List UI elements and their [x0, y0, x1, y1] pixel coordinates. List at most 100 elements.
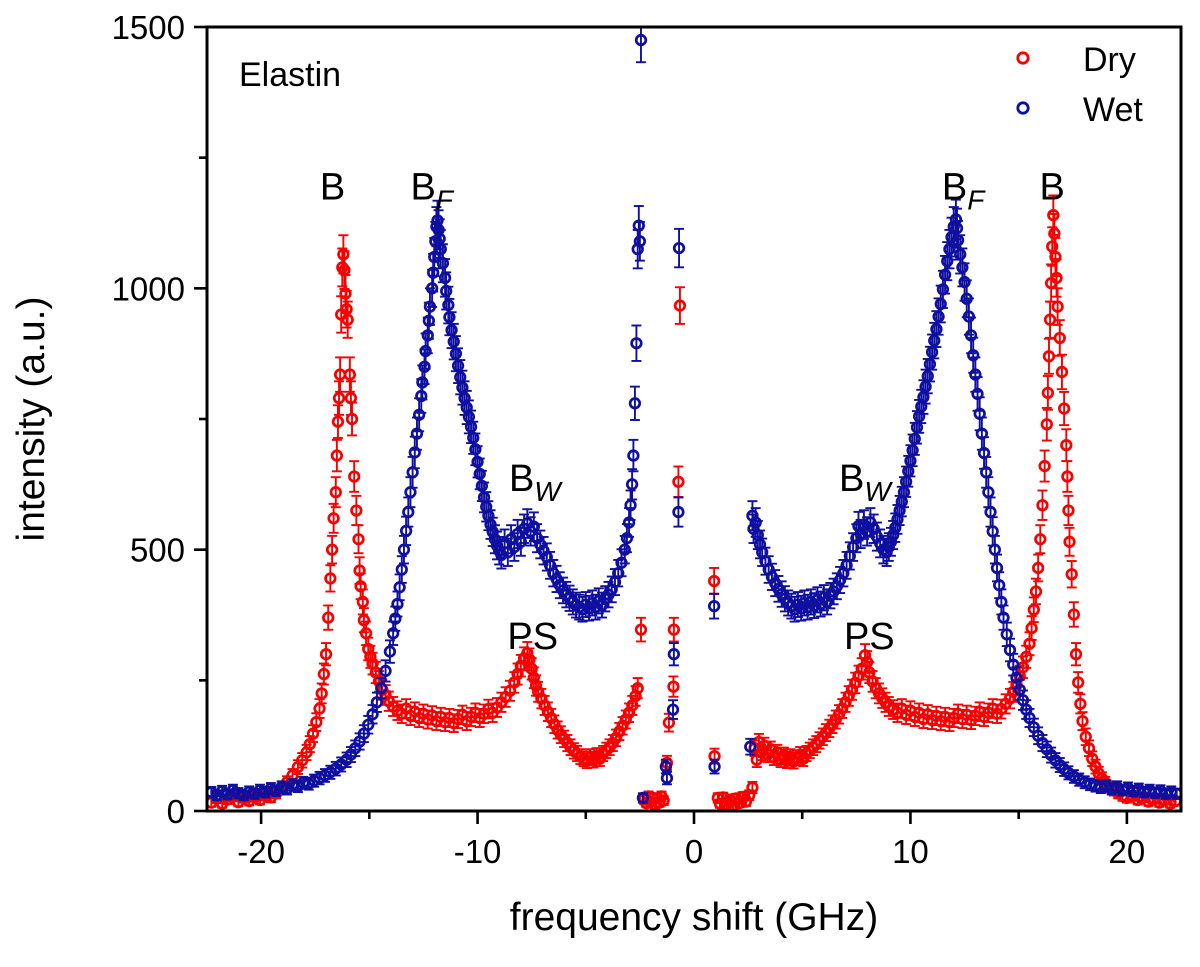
data-point-dry: [1034, 524, 1047, 555]
legend-label-dry: Dry: [1083, 41, 1136, 79]
annotation-bf: BF: [942, 166, 986, 215]
data-point-dry: [672, 465, 685, 498]
data-point-wet: [666, 699, 680, 720]
data-point-dry: [1036, 489, 1049, 521]
data-point-wet: [744, 737, 757, 756]
data-point-dry: [631, 677, 644, 700]
data-point-wet: [660, 770, 674, 786]
data-point-wet: [386, 620, 400, 646]
data-point-dry: [354, 572, 367, 601]
y-tick-label: 1500: [112, 9, 185, 46]
data-point-wet: [406, 455, 419, 489]
data-point-dry: [1067, 601, 1081, 628]
data-point-wet: [395, 555, 408, 584]
data-point-wet: [618, 534, 631, 565]
annotation-bw: BW: [839, 458, 893, 507]
data-point-dry: [1029, 577, 1043, 606]
data-point-dry: [1055, 353, 1069, 391]
data-point-dry: [1063, 526, 1076, 557]
data-point-wet: [707, 592, 721, 620]
x-axis-title: frequency shift (GHz): [510, 896, 878, 939]
data-point-dry: [329, 476, 342, 509]
data-point-dry: [322, 604, 335, 631]
legend-marker-wet-icon: [1016, 101, 1030, 115]
data-point-wet: [404, 476, 417, 509]
sample-title: Elastin: [239, 56, 341, 94]
data-point-dry: [707, 567, 721, 596]
x-tick-label: 10: [892, 833, 929, 870]
data-point-dry: [1038, 449, 1051, 483]
data-point-dry: [327, 502, 340, 534]
data-point-wet: [634, 27, 648, 64]
x-tick-label: -20: [237, 833, 285, 870]
data-point-wet: [636, 791, 650, 805]
data-point-wet: [988, 534, 1002, 565]
data-point-dry: [1025, 615, 1038, 641]
x-tick-label: -10: [454, 833, 502, 870]
data-point-dry: [1072, 671, 1085, 694]
data-point-wet: [393, 573, 406, 602]
data-point-dry: [1050, 258, 1063, 298]
data-point-wet: [964, 316, 978, 355]
data-point-dry: [1060, 428, 1073, 463]
data-point-wet: [620, 523, 634, 554]
data-point-wet: [410, 416, 424, 451]
data-point-dry: [343, 356, 357, 393]
data-point-wet: [625, 468, 639, 501]
data-point-wet: [1000, 621, 1013, 647]
data-point-dry: [1049, 236, 1062, 278]
data-point-dry: [1057, 391, 1071, 427]
data-point-wet: [708, 758, 721, 775]
legend: Dry Wet: [1016, 41, 1143, 129]
data-point-dry: [333, 356, 347, 393]
data-point-wet: [971, 376, 984, 412]
data-point-wet: [443, 297, 456, 337]
series-dry: [207, 194, 1181, 811]
data-point-wet: [627, 438, 640, 473]
data-point-dry: [352, 524, 365, 555]
data-point-dry: [356, 588, 369, 616]
annotation-b: B: [1040, 166, 1065, 208]
annotation-bw: BW: [509, 458, 563, 507]
data-point-wet: [928, 321, 941, 360]
data-point-dry: [341, 300, 354, 339]
data-point-dry: [345, 401, 359, 437]
y-tick-label: 0: [167, 793, 185, 830]
data-point-dry: [332, 380, 346, 416]
data-point-wet: [672, 496, 685, 528]
annotation-ps: PS: [844, 616, 895, 658]
data-point-dry: [1027, 596, 1040, 624]
axis-ticks: -20 -10 0 10 20 0 500 1000 1500: [112, 9, 1146, 870]
data-point-wet: [397, 534, 411, 565]
data-point-dry: [1041, 375, 1055, 411]
data-point-wet: [399, 515, 413, 546]
data-point-wet: [630, 324, 643, 362]
data-point-wet: [969, 356, 982, 393]
annotation-ps: PS: [507, 616, 558, 658]
data-point-wet: [982, 476, 995, 509]
x-tick-label: 0: [685, 833, 703, 870]
data-point-dry: [324, 564, 337, 593]
data-point-wet: [458, 380, 471, 416]
data-points: [207, 27, 1181, 811]
data-point-dry: [1061, 460, 1074, 493]
data-point-wet: [667, 642, 681, 667]
data-point-wet: [954, 234, 967, 275]
data-point-wet: [995, 588, 1008, 616]
data-point-dry: [344, 380, 358, 416]
data-point-dry: [634, 616, 648, 643]
data-point-dry: [1069, 642, 1083, 667]
data-point-dry: [1076, 711, 1089, 731]
y-tick-label: 500: [130, 532, 185, 569]
data-point-dry: [1062, 494, 1075, 527]
data-point-wet: [984, 496, 997, 528]
annotation-bf: BF: [410, 166, 454, 215]
data-point-dry: [1053, 319, 1066, 357]
data-point-dry: [1042, 337, 1056, 375]
data-point-wet: [408, 435, 421, 470]
legend-marker-dry-icon: [1016, 51, 1030, 65]
data-point-dry: [319, 642, 333, 667]
data-point-dry: [1065, 560, 1078, 589]
data-point-dry: [746, 780, 759, 795]
